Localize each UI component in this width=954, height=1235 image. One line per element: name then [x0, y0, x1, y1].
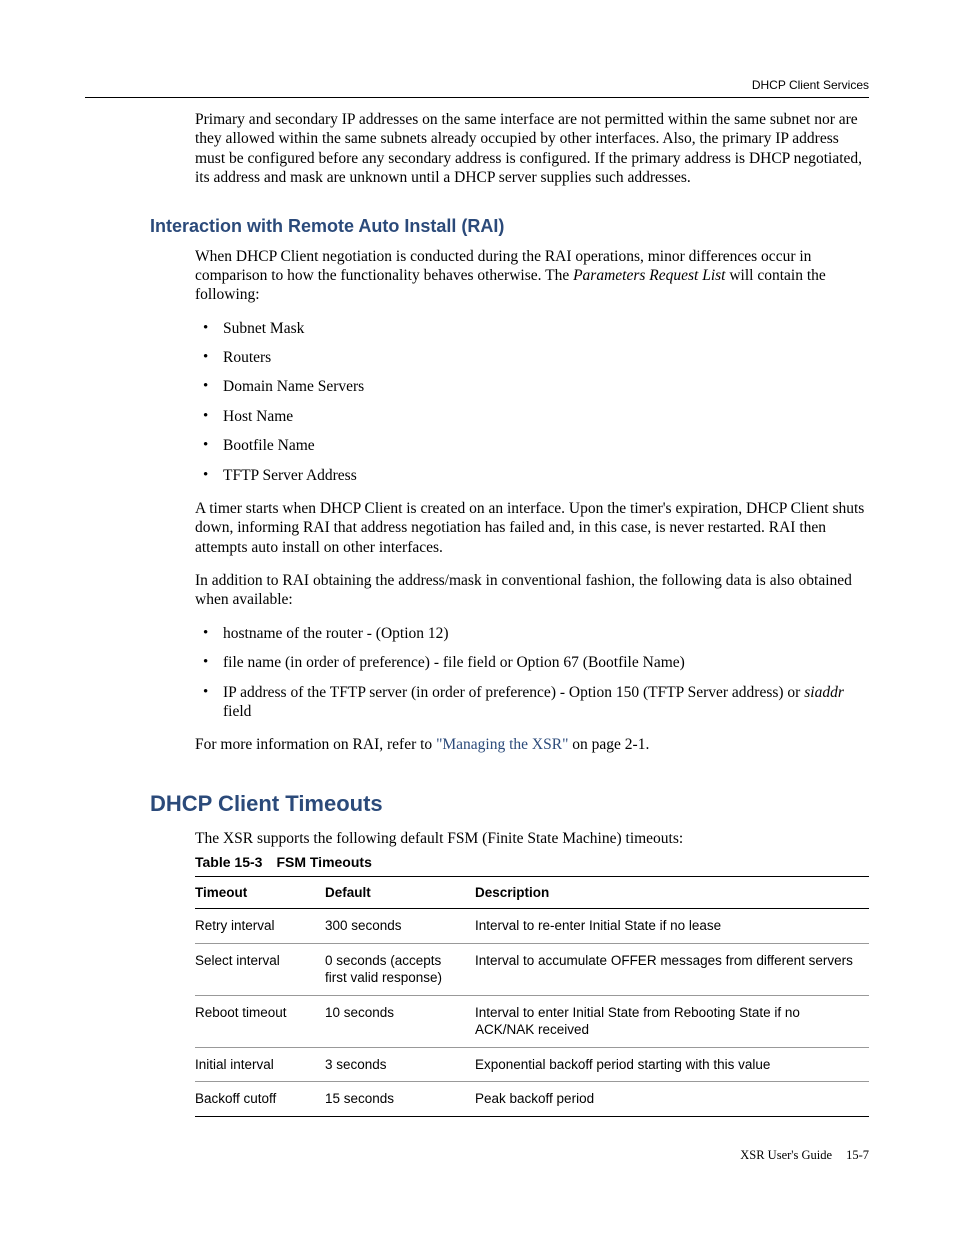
rai-para1: When DHCP Client negotiation is conducte… — [195, 247, 869, 305]
cell-timeout: Reboot timeout — [195, 995, 325, 1047]
rai-para3: In addition to RAI obtaining the address… — [195, 571, 869, 610]
list-item: hostname of the router - (Option 12) — [195, 624, 869, 643]
page-footer: XSR User's Guide 15-7 — [740, 1148, 869, 1163]
table-caption: Table 15-3 FSM Timeouts — [195, 854, 869, 870]
table-caption-num: Table 15-3 — [195, 854, 262, 870]
cell-description: Exponential backoff period starting with… — [475, 1047, 869, 1082]
table-header-row: Timeout Default Description — [195, 877, 869, 909]
list-item: file name (in order of preference) - fil… — [195, 653, 869, 672]
list-item: Host Name — [195, 407, 869, 426]
table-row: Reboot timeout 10 seconds Interval to en… — [195, 995, 869, 1047]
content-area: Primary and secondary IP addresses on th… — [150, 110, 869, 1117]
col-header-description: Description — [475, 877, 869, 909]
intro-paragraph: Primary and secondary IP addresses on th… — [195, 110, 869, 188]
running-header: DHCP Client Services — [752, 78, 869, 92]
cell-default: 300 seconds — [325, 909, 475, 944]
rai-list2: hostname of the router - (Option 12) fil… — [195, 624, 869, 722]
cell-description: Peak backoff period — [475, 1082, 869, 1117]
cell-description: Interval to re-enter Initial State if no… — [475, 909, 869, 944]
cell-timeout: Initial interval — [195, 1047, 325, 1082]
cell-default: 0 seconds (accepts first valid response) — [325, 943, 475, 995]
list-item: Domain Name Servers — [195, 377, 869, 396]
rai-para1-italic: Parameters Request List — [573, 267, 725, 284]
managing-xsr-link[interactable]: "Managing the XSR" — [436, 736, 568, 753]
cell-default: 3 seconds — [325, 1047, 475, 1082]
li-pre: IP address of the TFTP server (in order … — [223, 684, 804, 701]
rai-para4: For more information on RAI, refer to "M… — [195, 735, 869, 754]
cell-description: Interval to enter Initial State from Reb… — [475, 995, 869, 1047]
table-row: Backoff cutoff 15 seconds Peak backoff p… — [195, 1082, 869, 1117]
table-caption-title: FSM Timeouts — [276, 854, 371, 870]
table-row: Initial interval 3 seconds Exponential b… — [195, 1047, 869, 1082]
list-item: Bootfile Name — [195, 436, 869, 455]
col-header-timeout: Timeout — [195, 877, 325, 909]
rai-para2: A timer starts when DHCP Client is creat… — [195, 499, 869, 557]
list-item: TFTP Server Address — [195, 466, 869, 485]
footer-pagenum: 15-7 — [846, 1148, 869, 1162]
list-item: Routers — [195, 348, 869, 367]
list-item: Subnet Mask — [195, 319, 869, 338]
col-header-default: Default — [325, 877, 475, 909]
cell-timeout: Backoff cutoff — [195, 1082, 325, 1117]
table-row: Retry interval 300 seconds Interval to r… — [195, 909, 869, 944]
footer-guide: XSR User's Guide — [740, 1148, 832, 1162]
cell-timeout: Retry interval — [195, 909, 325, 944]
list-item: IP address of the TFTP server (in order … — [195, 683, 869, 722]
cell-description: Interval to accumulate OFFER messages fr… — [475, 943, 869, 995]
timeouts-heading: DHCP Client Timeouts — [150, 791, 869, 817]
cell-default: 15 seconds — [325, 1082, 475, 1117]
rai-list1: Subnet Mask Routers Domain Name Servers … — [195, 319, 869, 485]
rai-para4-post: on page 2-1. — [568, 736, 649, 753]
timeouts-intro: The XSR supports the following default F… — [195, 829, 869, 848]
cell-default: 10 seconds — [325, 995, 475, 1047]
page: DHCP Client Services Primary and seconda… — [0, 0, 954, 1235]
header-rule — [85, 97, 869, 98]
rai-para4-pre: For more information on RAI, refer to — [195, 736, 436, 753]
cell-timeout: Select interval — [195, 943, 325, 995]
table-row: Select interval 0 seconds (accepts first… — [195, 943, 869, 995]
li-italic: siaddr — [804, 684, 844, 701]
fsm-timeouts-table: Timeout Default Description Retry interv… — [195, 876, 869, 1117]
li-post: field — [223, 703, 251, 720]
rai-heading: Interaction with Remote Auto Install (RA… — [150, 216, 869, 237]
